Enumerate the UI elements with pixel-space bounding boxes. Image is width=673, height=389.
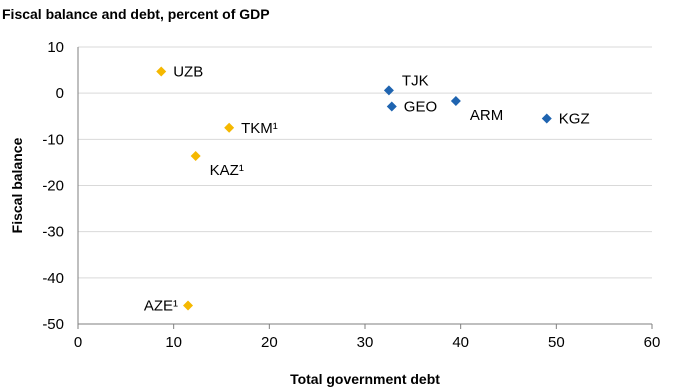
data-point-tjk <box>383 85 394 96</box>
y-tick-label: 0 <box>56 85 64 102</box>
point-label-kgz: KGZ <box>559 111 590 128</box>
data-points <box>156 66 552 311</box>
point-label-kaz: KAZ¹ <box>210 162 244 179</box>
x-axis-title: Total government debt <box>290 371 440 387</box>
data-point-kaz <box>190 150 201 161</box>
y-tick-label: -20 <box>42 178 64 195</box>
point-label-uzb: UZB <box>173 63 203 80</box>
point-label-tkm: TKM¹ <box>241 120 278 137</box>
chart-title: Fiscal balance and debt, percent of GDP <box>2 6 270 22</box>
point-label-geo: GEO <box>404 99 437 116</box>
point-label-tjk: TJK <box>402 72 429 89</box>
x-tick-label: 20 <box>261 334 278 351</box>
x-tick-label: 0 <box>74 334 82 351</box>
data-point-kgz <box>541 113 552 124</box>
point-label-aze: AZE¹ <box>144 298 178 315</box>
x-tick-label: 50 <box>548 334 565 351</box>
data-point-geo <box>386 101 397 112</box>
axes <box>77 47 653 329</box>
x-tick-label: 30 <box>357 334 374 351</box>
tick-labels: 10 0 -10 -20 -30 -40 -50 0 10 20 30 40 50 60 <box>42 39 660 351</box>
x-tick-label: 40 <box>452 334 469 351</box>
data-point-uzb <box>156 66 167 77</box>
y-axis-title: Fiscal balance <box>9 137 25 233</box>
y-tick-label: -50 <box>42 316 64 333</box>
point-labels: UZB TKM¹ KAZ¹ AZE¹ TJK GEO ARM KGZ <box>144 63 590 314</box>
point-label-arm: ARM <box>470 107 503 124</box>
y-tick-label: -10 <box>42 131 64 148</box>
x-tick-label: 60 <box>644 334 661 351</box>
y-tick-label: -30 <box>42 224 64 241</box>
gridlines <box>78 46 652 325</box>
data-point-arm <box>450 96 461 107</box>
data-point-aze <box>183 300 194 311</box>
x-tick-label: 10 <box>165 334 182 351</box>
data-point-tkm <box>224 122 235 133</box>
y-tick-label: -40 <box>42 270 64 287</box>
y-tick-label: 10 <box>47 39 64 56</box>
